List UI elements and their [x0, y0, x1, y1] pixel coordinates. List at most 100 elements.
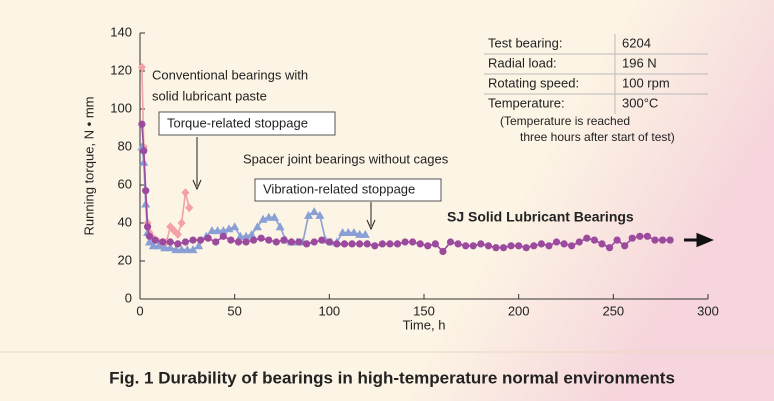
marker [338, 228, 348, 236]
marker [621, 242, 629, 250]
condition-value: 6204 [622, 35, 651, 50]
marker [304, 210, 314, 219]
marker [177, 218, 186, 228]
marker [658, 236, 667, 244]
marker [431, 240, 439, 248]
marker [138, 120, 146, 128]
marker [636, 232, 644, 240]
marker [598, 240, 606, 248]
marker [140, 147, 148, 155]
marker [151, 236, 159, 244]
marker [242, 238, 250, 246]
marker [360, 229, 370, 238]
marker [181, 238, 190, 246]
marker [530, 242, 538, 250]
marker [235, 231, 245, 240]
marker [356, 240, 364, 248]
marker [252, 222, 262, 231]
marker [166, 238, 174, 246]
marker [348, 240, 356, 248]
marker [142, 187, 150, 195]
marker [185, 203, 194, 213]
marker [651, 236, 659, 244]
marker [280, 236, 288, 244]
marker [318, 236, 326, 244]
marker [386, 240, 394, 248]
condition-label: Temperature: [488, 95, 565, 110]
marker [643, 232, 652, 240]
marker [537, 240, 545, 248]
marker [213, 226, 223, 235]
y-tick-label: 140 [110, 24, 132, 39]
marker [552, 238, 561, 246]
marker [250, 236, 258, 244]
marker [325, 238, 333, 246]
condition-value: 196 N [622, 55, 657, 70]
marker [560, 240, 568, 248]
arrow-head [366, 219, 376, 231]
marker [182, 245, 192, 254]
marker [462, 242, 470, 250]
annotation-box [158, 111, 336, 136]
marker [371, 242, 379, 250]
conditions-table: Test bearing: 6204 Radial load: 196 N Rotati… [484, 34, 708, 144]
marker [310, 238, 318, 246]
x-tick-label: 150 [413, 303, 435, 318]
marker [272, 238, 280, 246]
marker [315, 210, 325, 219]
annotation: SJ Solid Lubricant Bearings [447, 209, 634, 225]
marker [378, 240, 386, 248]
annotation-box [254, 178, 442, 202]
marker [446, 238, 455, 246]
condition-value: 100 rpm [622, 75, 670, 90]
marker [154, 241, 164, 250]
marker [469, 242, 477, 250]
marker [484, 242, 492, 250]
condition-label: Test bearing: [488, 35, 562, 50]
annotation: Vibration-related stoppage [263, 181, 415, 196]
y-tick-label: 80 [118, 138, 132, 153]
marker [189, 236, 197, 244]
marker [401, 238, 409, 246]
annotation: Conventional bearings with [152, 67, 308, 82]
marker [144, 237, 154, 246]
marker [605, 244, 614, 252]
marker [393, 240, 402, 248]
marker [343, 228, 353, 236]
y-tick-label: 0 [125, 290, 132, 305]
marker [219, 232, 227, 240]
marker [349, 228, 359, 236]
marker [340, 240, 349, 248]
marker [515, 242, 523, 250]
marker [204, 234, 212, 242]
marker [145, 232, 154, 240]
marker [174, 240, 182, 248]
marker [207, 226, 217, 235]
marker [148, 241, 158, 250]
marker [269, 212, 279, 221]
x-tick-label: 200 [508, 303, 530, 318]
marker [227, 236, 235, 244]
marker [137, 62, 146, 72]
marker [545, 242, 553, 250]
marker [568, 242, 576, 250]
marker [303, 240, 311, 248]
marker [181, 188, 190, 198]
marker [628, 234, 636, 242]
marker [212, 238, 220, 246]
marker [439, 247, 447, 256]
marker [265, 236, 273, 244]
marker [194, 241, 204, 250]
marker [499, 244, 508, 252]
condition-value: 300°C [622, 95, 658, 110]
marker [257, 234, 265, 242]
condition-label: Rotating speed: [488, 75, 579, 90]
condition-note: (Temperature is reached [500, 114, 630, 128]
marker [143, 223, 152, 231]
marker [264, 212, 274, 221]
y-tick-label: 20 [118, 252, 132, 267]
marker [575, 238, 583, 246]
x-axis-label: Time, h [403, 317, 446, 332]
condition-label: Radial load: [488, 55, 557, 70]
